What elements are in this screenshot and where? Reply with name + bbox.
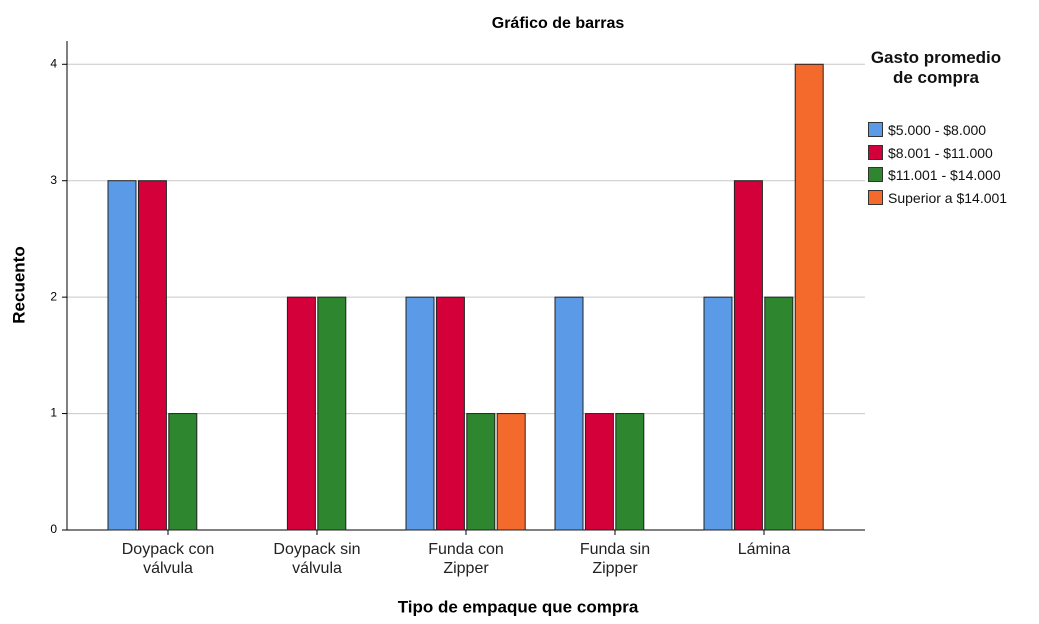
x-tick-label: Funda sin Zipper: [579, 541, 651, 577]
bar: [584, 413, 614, 531]
legend-swatch: [868, 167, 883, 182]
bar: [435, 296, 465, 531]
bar: [554, 296, 584, 531]
legend-swatch: [868, 144, 883, 160]
legend-label: $5.000 - $8.000: [888, 122, 987, 138]
legend-title: Gasto promedio de compra: [870, 48, 1002, 87]
y-tick-label: 4: [50, 56, 57, 70]
bar: [317, 296, 347, 531]
legend-label: $11.001 - $14.000: [888, 167, 1001, 183]
bar: [794, 63, 824, 531]
bar: [615, 413, 645, 531]
x-tick-label: Doypack con válvula: [121, 541, 215, 577]
bar: [286, 296, 316, 531]
bar: [405, 296, 435, 531]
bar: [733, 180, 763, 531]
bar: [168, 413, 198, 531]
legend-label: $8.001 - $11.000: [888, 144, 993, 161]
bar: [137, 180, 167, 531]
x-tick-label: Doypack sin válvula: [273, 541, 361, 577]
legend-label: Superior a $14.001: [888, 189, 1008, 206]
x-tick-label: Funda con Zipper: [428, 541, 504, 577]
bar: [703, 296, 733, 531]
legend-swatch: [868, 189, 883, 205]
bar: [466, 413, 496, 531]
y-axis-label: Recuento: [9, 246, 28, 323]
bar: [496, 413, 526, 531]
bar: [107, 180, 137, 531]
y-tick-label: 1: [50, 406, 57, 420]
legend-swatch: [868, 122, 883, 137]
y-tick-label: 2: [50, 289, 57, 303]
y-tick-label: 0: [50, 522, 57, 536]
bar: [764, 296, 794, 531]
chart-title: Gráfico de barras: [492, 15, 625, 32]
y-tick-label: 3: [50, 173, 57, 187]
x-axis-label: Tipo de empaque que compra: [398, 597, 639, 616]
x-tick-label: Lámina: [737, 541, 791, 558]
